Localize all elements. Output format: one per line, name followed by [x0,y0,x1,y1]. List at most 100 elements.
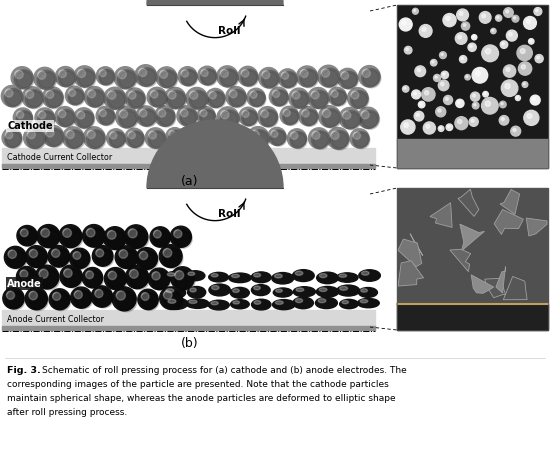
Circle shape [217,107,239,129]
Circle shape [147,87,167,107]
Circle shape [30,292,47,309]
Circle shape [162,248,183,268]
Polygon shape [410,234,423,256]
Circle shape [470,45,472,48]
Circle shape [37,71,46,79]
Circle shape [492,30,493,31]
Circle shape [117,292,135,310]
Circle shape [517,45,532,61]
Circle shape [514,17,516,19]
Circle shape [191,92,207,108]
Circle shape [25,246,47,267]
Circle shape [128,228,148,249]
Circle shape [424,122,436,134]
Circle shape [39,72,55,88]
Circle shape [74,108,94,128]
Ellipse shape [230,287,249,298]
Ellipse shape [254,301,261,304]
Circle shape [141,292,159,311]
Circle shape [189,130,206,148]
Circle shape [164,87,186,109]
Circle shape [220,110,240,130]
Circle shape [281,72,298,89]
Circle shape [5,89,13,97]
Circle shape [91,286,113,307]
Circle shape [77,111,85,119]
Circle shape [82,267,103,288]
Circle shape [115,246,138,268]
Circle shape [483,91,488,97]
Circle shape [290,132,307,149]
Circle shape [145,128,166,148]
Circle shape [119,71,135,88]
Circle shape [65,130,85,149]
Circle shape [59,111,74,126]
Bar [2,310,375,330]
Circle shape [475,71,480,76]
Ellipse shape [251,299,271,310]
Circle shape [200,69,217,86]
Circle shape [362,69,381,88]
Ellipse shape [254,273,261,277]
Circle shape [78,69,86,78]
Circle shape [263,72,278,87]
Circle shape [515,95,520,100]
Circle shape [100,110,114,124]
Circle shape [159,70,178,89]
Circle shape [226,87,246,107]
Ellipse shape [359,270,381,281]
Circle shape [95,248,114,267]
Ellipse shape [296,288,304,291]
Circle shape [527,114,532,118]
Polygon shape [458,189,479,217]
Circle shape [209,131,217,139]
Circle shape [16,111,24,118]
Circle shape [441,71,448,79]
Circle shape [14,70,34,89]
Circle shape [503,65,516,77]
Circle shape [317,65,339,87]
Circle shape [456,9,469,21]
Circle shape [26,90,34,99]
Circle shape [312,131,320,139]
Circle shape [155,231,170,247]
Ellipse shape [167,273,175,276]
Circle shape [76,111,95,129]
Circle shape [96,249,103,257]
Circle shape [342,73,357,88]
Circle shape [472,35,477,40]
Circle shape [47,130,63,146]
Circle shape [501,118,504,121]
Text: Roll: Roll [218,26,240,36]
Circle shape [48,246,69,267]
Circle shape [226,125,246,146]
Circle shape [74,290,92,309]
Polygon shape [500,189,520,214]
Polygon shape [398,261,424,286]
Ellipse shape [361,289,367,292]
Circle shape [331,131,339,139]
Polygon shape [496,266,505,293]
Circle shape [20,270,28,278]
Circle shape [35,108,54,128]
Circle shape [419,101,425,108]
Circle shape [21,271,36,286]
Circle shape [139,69,147,77]
Circle shape [250,130,270,149]
Circle shape [422,27,426,31]
Circle shape [159,110,174,126]
Circle shape [230,130,245,145]
Circle shape [65,270,81,286]
Circle shape [504,8,513,17]
Ellipse shape [165,298,188,309]
Circle shape [87,229,104,247]
Ellipse shape [359,287,377,297]
Circle shape [292,133,306,147]
Circle shape [522,82,528,88]
Ellipse shape [293,270,314,281]
Circle shape [108,232,125,249]
Circle shape [86,271,94,279]
Circle shape [472,68,488,83]
Circle shape [438,126,444,131]
Ellipse shape [254,286,260,290]
